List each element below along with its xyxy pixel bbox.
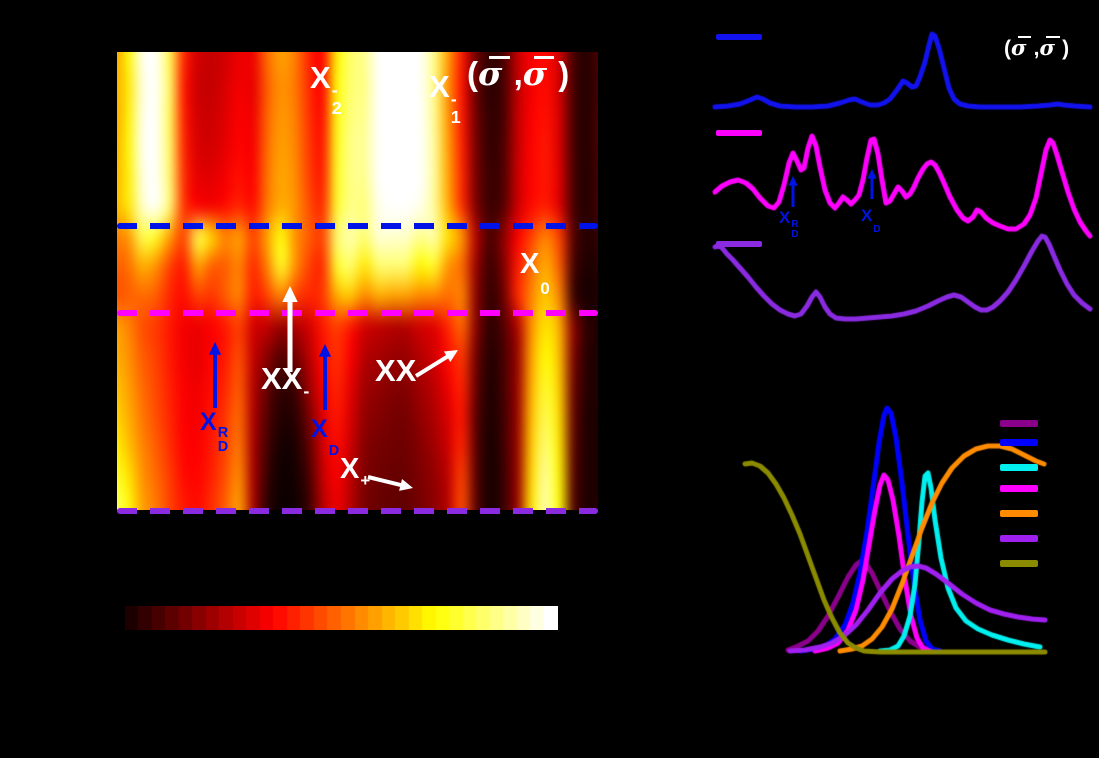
component-violet-swatch	[1000, 535, 1038, 542]
label-x-plus-trion: X +	[340, 453, 371, 490]
label-xx-minus-biexciton: XX -	[261, 361, 310, 402]
component-darkmagenta-swatch	[1000, 420, 1038, 427]
component-cyan-swatch	[1000, 464, 1038, 471]
component-magenta-swatch	[1000, 485, 1038, 492]
magenta-spectrum-swatch	[716, 130, 762, 136]
label-x2-trion: X-2	[310, 60, 342, 119]
label-xx-biexciton: XX	[375, 353, 417, 388]
colorbar	[125, 606, 558, 630]
label-sigma-heatmap: (σ ,σ)	[467, 54, 570, 93]
component-olive-swatch	[1000, 560, 1038, 567]
component-blue-swatch	[1000, 439, 1038, 446]
pl-heatmap-image	[117, 52, 598, 510]
component-orange-swatch	[1000, 510, 1038, 517]
power-cut-line-magenta	[117, 310, 598, 316]
spectra-panel-canvas	[700, 15, 1095, 340]
label-sigma-spectra: (σ ,σ)	[1004, 35, 1070, 60]
label-x1-trion: X-1	[429, 69, 461, 128]
purple-spectrum-swatch	[716, 241, 762, 247]
power-cut-line-blue	[117, 223, 598, 229]
power-cut-line-purple	[117, 508, 598, 514]
blue-spectrum-swatch	[716, 34, 762, 40]
